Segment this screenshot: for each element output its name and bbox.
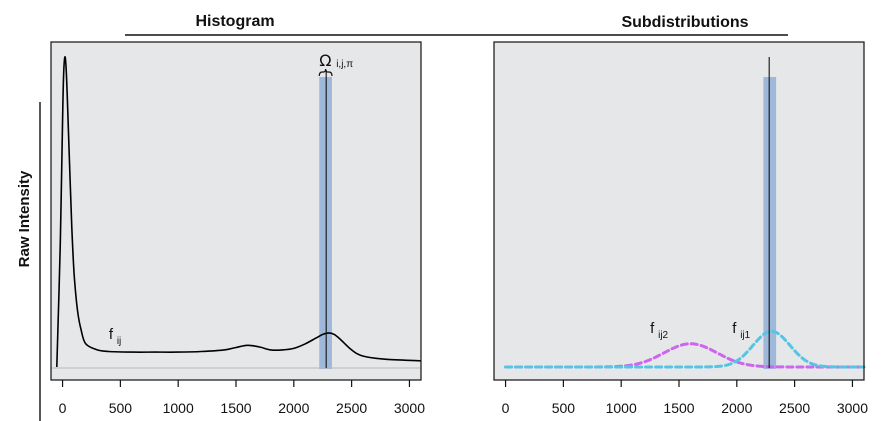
x-tick-label: 3000 — [394, 400, 425, 416]
plot-background — [494, 42, 864, 380]
histogram-panel: f ij Ω i,j,π 0 500 1000 1500 2000 2500 3000 — [50, 41, 425, 416]
x-tick-label: 500 — [109, 400, 133, 416]
y-axis-label: Raw Intensity — [16, 170, 33, 267]
annotation-f-ij: f — [109, 326, 114, 343]
x-tick-label: 2000 — [721, 400, 752, 416]
x-tick-label: 1000 — [163, 400, 194, 416]
annotation-subscript-ij2: ij2 — [658, 330, 668, 341]
annotation-f-ij2: f — [650, 320, 655, 337]
x-tick-label: 1500 — [220, 400, 251, 416]
annotation-subscript-ij1: ij1 — [740, 330, 750, 341]
histogram-curve — [56, 56, 422, 368]
subdistributions-title: Subdistributions — [621, 14, 748, 31]
highlight-band — [763, 77, 777, 369]
annotation-omega-subscript: i,j,π — [336, 59, 353, 70]
x-tick-label: 2500 — [779, 400, 810, 416]
x-tick-label: 500 — [552, 400, 576, 416]
annotation-subscript-ij: ij — [117, 336, 121, 347]
x-tick-label: 0 — [502, 400, 510, 416]
x-tick-label: 3000 — [837, 400, 868, 416]
annotation-omega: Ω — [319, 51, 331, 70]
x-tick-label: 1500 — [663, 400, 694, 416]
x-tick-label: 1000 — [606, 400, 637, 416]
x-tick-label: 2000 — [278, 400, 309, 416]
omega-brace — [318, 68, 333, 77]
plot-background — [51, 42, 421, 380]
x-tick-label: 0 — [59, 400, 67, 416]
histogram-title: Histogram — [195, 13, 274, 30]
highlight-band — [319, 77, 332, 369]
series-line-f-ij1 — [504, 329, 866, 369]
x-tick-label: 2500 — [336, 400, 367, 416]
annotation-f-ij1: f — [732, 320, 737, 337]
